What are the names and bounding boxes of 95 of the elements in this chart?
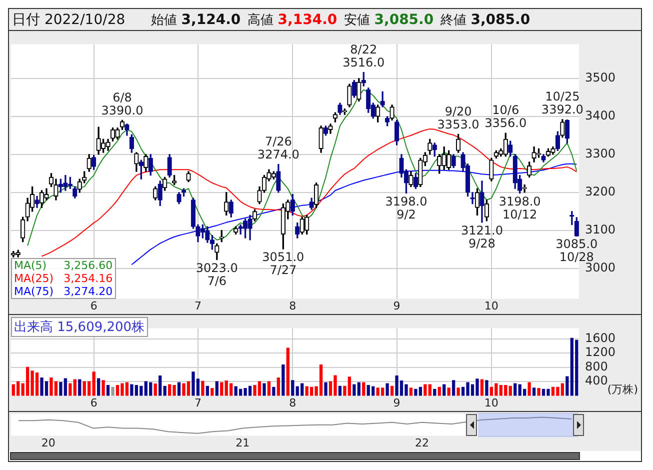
y-tick-label: 3000 xyxy=(585,260,616,275)
bar xyxy=(286,348,290,396)
chart-title: 日付 2022/10/28 xyxy=(12,10,126,28)
x-tick-label: 9 xyxy=(393,396,400,410)
bar xyxy=(480,379,484,396)
bar xyxy=(262,383,266,396)
bar xyxy=(428,384,432,396)
x-tick-label: 7 xyxy=(194,396,202,410)
bar xyxy=(78,379,82,396)
bar xyxy=(102,380,105,396)
bar xyxy=(177,382,181,396)
y-tick-label: 800 xyxy=(585,359,608,374)
x-tick-label: 20 xyxy=(41,436,56,450)
bar xyxy=(158,376,162,396)
y-tick-label: 3400 xyxy=(585,108,616,123)
y-tick-label: 3300 xyxy=(585,146,616,161)
text: 始値 3,124.0 xyxy=(151,10,241,28)
bar xyxy=(201,380,204,396)
chart-title: 出来高 15,609,200株 xyxy=(11,317,148,337)
bar xyxy=(276,378,280,396)
text: 終値 3,085.0 xyxy=(440,10,530,28)
x-tick-label: 8 xyxy=(289,396,296,410)
text: MA(25) 3,254.16 xyxy=(14,272,113,285)
bar xyxy=(96,378,100,396)
y-axis-title: (万株) xyxy=(607,382,638,397)
annotation: 3198.0 10/12 xyxy=(498,194,541,222)
bar xyxy=(338,386,342,396)
text: 高値 3,134.0 xyxy=(248,10,338,28)
x-tick-label: 6 xyxy=(90,396,98,410)
bar xyxy=(220,382,224,396)
bar xyxy=(380,388,384,396)
bar xyxy=(424,384,427,396)
y-tick-label: 1600 xyxy=(585,331,616,345)
annotation: 7/26 3274.0 xyxy=(257,134,300,162)
bar xyxy=(447,388,450,396)
text: MA(5) 3,256.60 xyxy=(14,259,113,272)
x-tick-label: 7 xyxy=(194,299,202,312)
annotation: 8/22 3516.0 xyxy=(342,42,385,70)
bar xyxy=(537,388,540,396)
bar xyxy=(514,383,517,396)
bar xyxy=(154,384,157,396)
bar xyxy=(111,386,114,396)
bar xyxy=(324,382,328,396)
bar xyxy=(92,372,96,396)
bar xyxy=(508,386,512,396)
bar xyxy=(362,382,366,396)
bar xyxy=(566,376,569,396)
bar xyxy=(390,386,394,396)
y-tick-label: 1200 xyxy=(585,345,616,360)
annotation: 3198.0 9/2 xyxy=(385,194,428,222)
bar xyxy=(456,388,460,396)
x-tick-label: 6 xyxy=(90,299,98,312)
text: MA(75) 3,274.20 xyxy=(14,285,113,298)
bar xyxy=(409,388,413,396)
y-tick-label: 400 xyxy=(585,374,608,388)
bar xyxy=(452,380,456,396)
bar xyxy=(206,386,210,396)
bar xyxy=(485,380,488,396)
y-tick-label: 3100 xyxy=(585,222,616,237)
x-tick-label: 10 xyxy=(484,396,498,410)
annotation: 3051.0 7/27 xyxy=(262,250,304,278)
bar xyxy=(210,388,214,396)
x-tick-label: 9 xyxy=(393,299,400,312)
annotation: 9/20 3353.0 xyxy=(437,104,480,132)
annotation: 3023.0 7/6 xyxy=(196,260,238,288)
bar xyxy=(386,383,389,396)
bar xyxy=(272,386,276,396)
annotation: 6/8 3390.0 xyxy=(101,90,144,118)
annotation: 3121.0 9/28 xyxy=(460,224,503,251)
x-tick-label: 21 xyxy=(236,436,250,450)
annotation: 10/25 3392.0 xyxy=(541,90,584,117)
x-tick-label: 8 xyxy=(289,299,296,312)
bar xyxy=(163,386,166,396)
bar xyxy=(442,384,446,396)
bar xyxy=(282,364,285,396)
bar xyxy=(215,381,218,396)
bar xyxy=(532,388,536,396)
bar xyxy=(106,384,110,396)
bar xyxy=(433,388,436,396)
bar xyxy=(438,386,441,396)
bar xyxy=(490,386,494,396)
x-tick-label: 10 xyxy=(484,299,498,312)
annotation: 10/6 3356.0 xyxy=(484,103,527,130)
bar xyxy=(352,384,356,396)
bar xyxy=(522,388,526,396)
text: 安値 3,085.0 xyxy=(344,10,434,28)
bar xyxy=(267,381,271,396)
bar xyxy=(291,380,294,396)
bar xyxy=(357,382,360,396)
bar xyxy=(73,379,76,396)
y-tick-label: 3200 xyxy=(585,184,616,199)
y-tick-label: 3500 xyxy=(585,70,616,85)
bar xyxy=(528,382,531,396)
x-tick-label: 22 xyxy=(415,436,430,450)
bar xyxy=(68,383,72,396)
